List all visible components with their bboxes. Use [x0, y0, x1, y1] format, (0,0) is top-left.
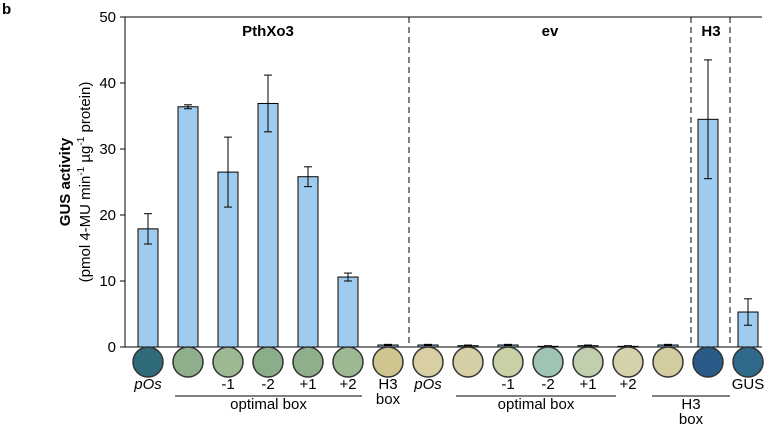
y-axis-units-part: -1 — [76, 166, 87, 175]
x-tick-label-box: -1 — [501, 377, 515, 393]
bar — [337, 276, 359, 348]
y-tick-label: 20 — [99, 207, 116, 224]
group-label: H3 box — [678, 397, 704, 428]
x-tick-label-box: -2 — [261, 377, 275, 393]
gus-stain — [212, 346, 244, 378]
gus-stain — [132, 346, 164, 378]
x-tick-label-box: +1 — [299, 377, 317, 393]
y-tick-label: 40 — [99, 75, 116, 92]
bar — [297, 176, 319, 348]
section-label: PthXo3 — [242, 23, 294, 40]
x-tick-label: -1 — [221, 377, 235, 393]
y-tick-label: 30 — [99, 141, 116, 158]
gus-stain — [612, 346, 644, 378]
group-label-box: optimal box — [497, 397, 575, 413]
x-tick-label-box: pOs — [134, 377, 162, 393]
x-tick-label: +1 — [579, 377, 597, 393]
gus-stain — [332, 346, 364, 378]
y-axis-units-part: -1 — [76, 136, 87, 145]
x-tick-label: -1 — [501, 377, 515, 393]
x-tick-label: +2 — [339, 377, 357, 393]
x-tick-label: pOs — [134, 377, 162, 393]
y-axis-units-part: (pmol 4-MU min — [77, 176, 94, 283]
gus-stain — [572, 346, 604, 378]
x-tick-label: pOs — [414, 377, 442, 393]
gus-stain — [172, 346, 204, 378]
bar — [137, 228, 159, 348]
bar — [257, 102, 279, 348]
y-axis-title: GUS activity — [57, 137, 74, 226]
gus-stain — [452, 346, 484, 378]
gus-stain — [372, 346, 404, 378]
x-tick-label: +1 — [299, 377, 317, 393]
panel-label: b — [2, 1, 11, 18]
x-tick-label: -2 — [541, 377, 555, 393]
x-tick-label-box: +1 — [579, 377, 597, 393]
y-axis-units: (pmol 4-MU min-1 µg-1 protein) — [76, 82, 94, 283]
gus-stain — [732, 346, 764, 378]
x-tick-label: -2 — [261, 377, 275, 393]
gus-stain — [252, 346, 284, 378]
group-label-box: H3 box — [678, 397, 704, 428]
gus-stain — [492, 346, 524, 378]
gus-stain — [292, 346, 324, 378]
x-tick-label: H3 box — [375, 377, 401, 408]
x-tick-label: +2 — [619, 377, 637, 393]
x-tick-label-box: +2 — [339, 377, 357, 393]
gus-stain — [412, 346, 444, 378]
gus-stain — [652, 346, 684, 378]
group-label: optimal box — [230, 397, 307, 413]
y-axis-units-part: µg — [77, 146, 94, 167]
x-tick-label-box: H3 box — [375, 377, 401, 408]
y-axis-units-part: protein) — [77, 82, 94, 137]
x-tick-label-box: -1 — [221, 377, 235, 393]
gus-stain — [532, 346, 564, 378]
x-tick-label: GUS — [731, 377, 765, 393]
y-tick-label: 50 — [99, 9, 116, 26]
group-label: optimal box — [497, 397, 575, 413]
group-label-box: optimal box — [230, 397, 307, 413]
x-tick-label-box: +2 — [619, 377, 637, 393]
y-tick-label: 0 — [108, 339, 116, 356]
x-tick-label-box: -2 — [541, 377, 555, 393]
gus-stain — [692, 346, 724, 378]
section-label: ev — [542, 23, 559, 40]
y-tick-label: 10 — [99, 273, 116, 290]
bar — [177, 106, 199, 348]
section-label: H3 — [701, 23, 720, 40]
x-tick-label-box: GUS — [731, 377, 765, 393]
x-tick-label-box: pOs — [414, 377, 442, 393]
